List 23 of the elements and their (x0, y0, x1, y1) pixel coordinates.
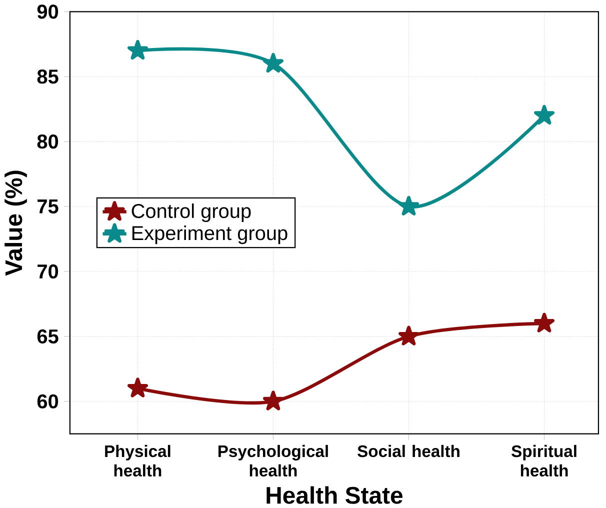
y-tick-label: 70 (38, 264, 58, 278)
y-tick-label: 60 (37, 394, 58, 408)
point (534, 312, 554, 332)
point (263, 390, 284, 410)
x-tick-label: Psychological health (218, 444, 328, 476)
point (127, 40, 148, 60)
y-tick-label: 90 (37, 4, 58, 18)
y-tick-label: 75 (38, 199, 58, 214)
y-tick-label: 65 (37, 329, 58, 344)
x-tick-label: Social health (358, 444, 460, 457)
x-axis-title: Health State (266, 486, 402, 504)
y-tick-label: 85 (37, 69, 58, 84)
x-tick-label: Spiritual health (512, 444, 576, 476)
point (534, 104, 554, 124)
point (398, 196, 419, 216)
legend-label: Control group (132, 203, 251, 222)
point (263, 52, 284, 72)
y-tick-label: 80 (37, 134, 58, 148)
x-tick-label: Physical health (105, 444, 170, 476)
point (398, 326, 419, 346)
legend-label: Experiment group (132, 225, 288, 244)
point (127, 377, 148, 398)
y-axis-title: Value (%) (4, 170, 27, 276)
